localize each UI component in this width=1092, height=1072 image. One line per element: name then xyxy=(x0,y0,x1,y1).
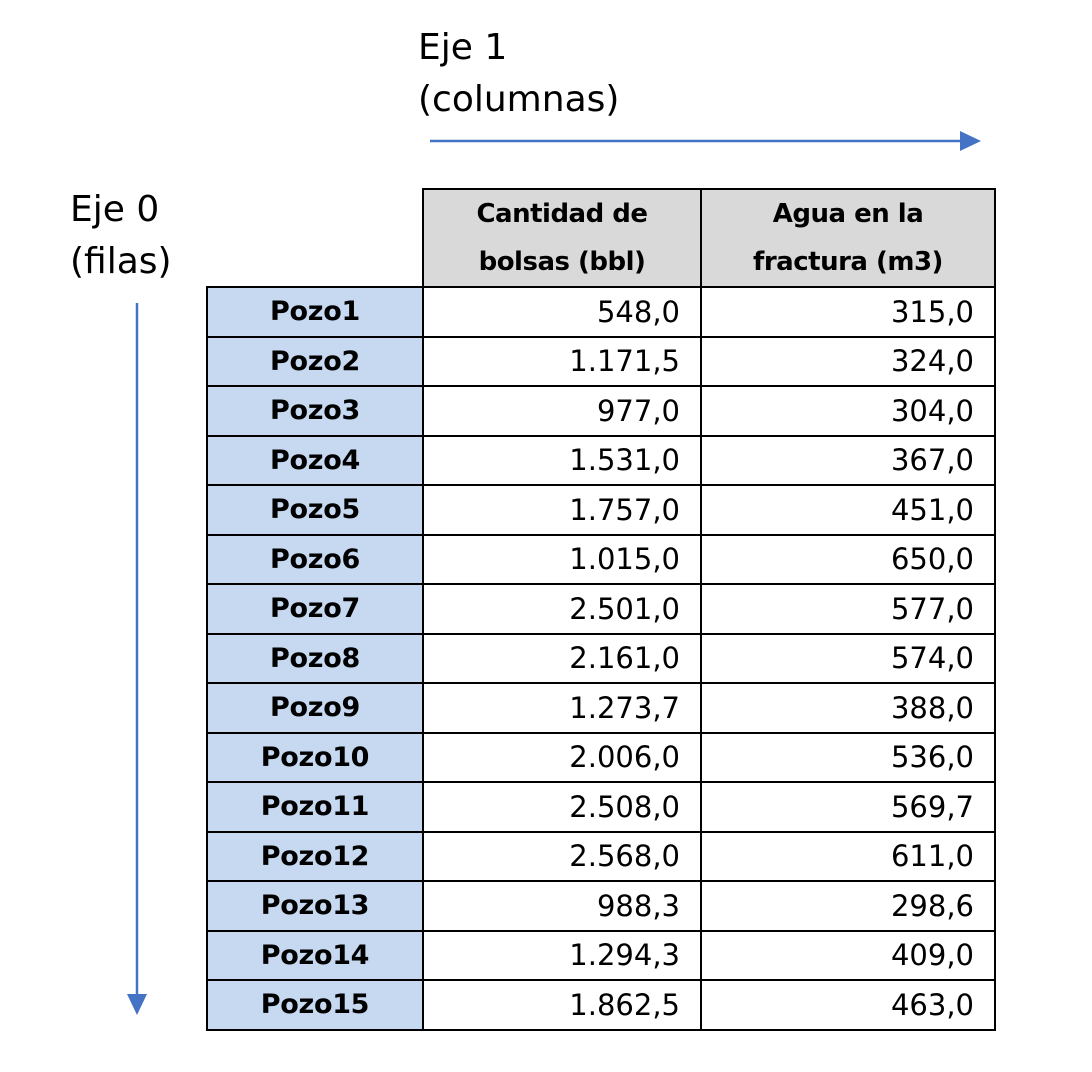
axis0-label: Eje 0 (filas) xyxy=(70,184,172,288)
column-header-agua: Agua en la fractura (m3) xyxy=(701,189,995,287)
table-row: Pozo3 977,0 304,0 xyxy=(207,386,995,436)
cell-agua: 367,0 xyxy=(701,436,995,486)
table-row: Pozo10 2.006,0 536,0 xyxy=(207,733,995,783)
cell-bolsas: 2.006,0 xyxy=(423,733,701,783)
row-label: Pozo12 xyxy=(207,832,423,882)
column-header-agua-line1: Agua en la xyxy=(702,190,994,238)
cell-agua: 577,0 xyxy=(701,584,995,634)
column-header-bolsas-line2: bolsas (bbl) xyxy=(424,238,700,286)
table-row: Pozo9 1.273,7 388,0 xyxy=(207,683,995,733)
cell-agua: 611,0 xyxy=(701,832,995,882)
row-label: Pozo7 xyxy=(207,584,423,634)
cell-bolsas: 1.531,0 xyxy=(423,436,701,486)
cell-bolsas: 2.501,0 xyxy=(423,584,701,634)
data-table: Cantidad de bolsas (bbl) Agua en la frac… xyxy=(206,188,996,1031)
cell-bolsas: 2.161,0 xyxy=(423,634,701,684)
axis1-arrow-icon xyxy=(430,131,981,151)
row-label: Pozo13 xyxy=(207,881,423,931)
cell-agua: 409,0 xyxy=(701,931,995,981)
axis1-label: Eje 1 (columnas) xyxy=(418,22,619,126)
column-header-bolsas: Cantidad de bolsas (bbl) xyxy=(423,189,701,287)
table-row: Pozo12 2.568,0 611,0 xyxy=(207,832,995,882)
header-row: Cantidad de bolsas (bbl) Agua en la frac… xyxy=(207,189,995,287)
cell-bolsas: 1.171,5 xyxy=(423,337,701,387)
cell-bolsas: 2.568,0 xyxy=(423,832,701,882)
row-label: Pozo11 xyxy=(207,782,423,832)
table-row: Pozo15 1.862,5 463,0 xyxy=(207,980,995,1030)
row-label: Pozo5 xyxy=(207,485,423,535)
cell-bolsas: 1.273,7 xyxy=(423,683,701,733)
cell-bolsas: 1.294,3 xyxy=(423,931,701,981)
cell-agua: 650,0 xyxy=(701,535,995,585)
row-label: Pozo1 xyxy=(207,287,423,337)
row-label: Pozo14 xyxy=(207,931,423,981)
cell-bolsas: 1.015,0 xyxy=(423,535,701,585)
table-body: Pozo1 548,0 315,0 Pozo2 1.171,5 324,0 Pozo3 977… xyxy=(207,287,995,1030)
row-label: Pozo15 xyxy=(207,980,423,1030)
axis1-title: Eje 1 xyxy=(418,22,619,74)
cell-agua: 315,0 xyxy=(701,287,995,337)
cell-agua: 304,0 xyxy=(701,386,995,436)
axis1-subtitle: (columnas) xyxy=(418,74,619,126)
table-row: Pozo6 1.015,0 650,0 xyxy=(207,535,995,585)
column-header-agua-line2: fractura (m3) xyxy=(702,238,994,286)
cell-agua: 388,0 xyxy=(701,683,995,733)
table-row: Pozo7 2.501,0 577,0 xyxy=(207,584,995,634)
cell-bolsas: 1.862,5 xyxy=(423,980,701,1030)
row-label: Pozo2 xyxy=(207,337,423,387)
cell-agua: 574,0 xyxy=(701,634,995,684)
cell-bolsas: 548,0 xyxy=(423,287,701,337)
axis0-title: Eje 0 xyxy=(70,184,172,236)
cell-bolsas: 1.757,0 xyxy=(423,485,701,535)
cell-agua: 463,0 xyxy=(701,980,995,1030)
cell-bolsas: 2.508,0 xyxy=(423,782,701,832)
cell-agua: 451,0 xyxy=(701,485,995,535)
table-row: Pozo14 1.294,3 409,0 xyxy=(207,931,995,981)
table-corner xyxy=(207,189,423,287)
table-row: Pozo1 548,0 315,0 xyxy=(207,287,995,337)
row-label: Pozo3 xyxy=(207,386,423,436)
table-row: Pozo13 988,3 298,6 xyxy=(207,881,995,931)
table-row: Pozo11 2.508,0 569,7 xyxy=(207,782,995,832)
cell-agua: 324,0 xyxy=(701,337,995,387)
table-row: Pozo4 1.531,0 367,0 xyxy=(207,436,995,486)
cell-bolsas: 988,3 xyxy=(423,881,701,931)
table-row: Pozo2 1.171,5 324,0 xyxy=(207,337,995,387)
row-label: Pozo8 xyxy=(207,634,423,684)
row-label: Pozo9 xyxy=(207,683,423,733)
cell-agua: 536,0 xyxy=(701,733,995,783)
cell-bolsas: 977,0 xyxy=(423,386,701,436)
row-label: Pozo10 xyxy=(207,733,423,783)
column-header-bolsas-line1: Cantidad de xyxy=(424,190,700,238)
axis0-arrow-icon xyxy=(127,303,147,1015)
cell-agua: 569,7 xyxy=(701,782,995,832)
table-row: Pozo5 1.757,0 451,0 xyxy=(207,485,995,535)
cell-agua: 298,6 xyxy=(701,881,995,931)
row-label: Pozo4 xyxy=(207,436,423,486)
axis0-subtitle: (filas) xyxy=(70,236,172,288)
row-label: Pozo6 xyxy=(207,535,423,585)
table-row: Pozo8 2.161,0 574,0 xyxy=(207,634,995,684)
